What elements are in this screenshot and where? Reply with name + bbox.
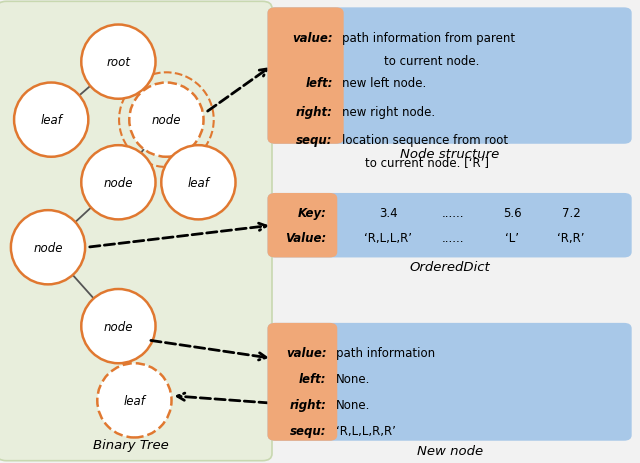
Text: node: node bbox=[152, 114, 181, 127]
Ellipse shape bbox=[129, 83, 204, 157]
Ellipse shape bbox=[97, 363, 172, 438]
Text: None.: None. bbox=[336, 372, 371, 385]
Ellipse shape bbox=[11, 211, 85, 285]
Text: sequ:: sequ: bbox=[296, 134, 333, 147]
Text: path information: path information bbox=[336, 346, 435, 359]
Ellipse shape bbox=[81, 25, 156, 100]
FancyBboxPatch shape bbox=[268, 323, 337, 441]
Text: leaf: leaf bbox=[124, 394, 145, 407]
Ellipse shape bbox=[14, 83, 88, 157]
Text: value:: value: bbox=[292, 32, 333, 45]
Text: new left node.: new left node. bbox=[342, 77, 427, 90]
Text: None.: None. bbox=[336, 398, 371, 411]
Text: ‘R,L,L,R,R’: ‘R,L,L,R,R’ bbox=[336, 425, 396, 438]
Text: ‘R,R’: ‘R,R’ bbox=[557, 232, 585, 244]
Text: 3.4: 3.4 bbox=[379, 207, 398, 220]
Text: value:: value: bbox=[286, 346, 326, 359]
FancyBboxPatch shape bbox=[268, 8, 632, 144]
FancyBboxPatch shape bbox=[268, 8, 344, 144]
Text: 5.6: 5.6 bbox=[503, 207, 522, 220]
FancyBboxPatch shape bbox=[268, 194, 337, 258]
Text: to current node.: to current node. bbox=[384, 55, 479, 68]
Text: Binary Tree: Binary Tree bbox=[93, 438, 169, 451]
Text: node: node bbox=[104, 320, 133, 333]
Text: root: root bbox=[106, 56, 131, 69]
Text: OrderedDict: OrderedDict bbox=[409, 261, 490, 274]
Text: ......: ...... bbox=[442, 232, 465, 244]
FancyBboxPatch shape bbox=[268, 194, 632, 258]
FancyBboxPatch shape bbox=[268, 323, 632, 441]
Text: left:: left: bbox=[305, 77, 333, 90]
Ellipse shape bbox=[81, 289, 156, 363]
Text: new right node.: new right node. bbox=[342, 106, 436, 119]
Text: to current node. [‘R’]: to current node. [‘R’] bbox=[365, 156, 489, 169]
Text: right:: right: bbox=[289, 398, 326, 411]
Text: 7.2: 7.2 bbox=[562, 207, 580, 220]
FancyBboxPatch shape bbox=[0, 2, 272, 461]
Text: Node structure: Node structure bbox=[400, 147, 499, 160]
Text: location sequence from root: location sequence from root bbox=[342, 134, 509, 147]
Text: ‘L’: ‘L’ bbox=[505, 232, 519, 244]
Ellipse shape bbox=[161, 146, 236, 220]
Text: node: node bbox=[104, 176, 133, 189]
Text: sequ:: sequ: bbox=[290, 425, 326, 438]
Ellipse shape bbox=[81, 146, 156, 220]
Text: New node: New node bbox=[417, 444, 483, 457]
Text: left:: left: bbox=[299, 372, 326, 385]
Text: right:: right: bbox=[296, 106, 333, 119]
Text: ......: ...... bbox=[442, 207, 465, 220]
Text: leaf: leaf bbox=[188, 176, 209, 189]
Text: path information from parent: path information from parent bbox=[342, 32, 516, 45]
Text: ‘R,L,L,R’: ‘R,L,L,R’ bbox=[365, 232, 413, 244]
Text: Value:: Value: bbox=[285, 232, 326, 244]
Text: leaf: leaf bbox=[40, 114, 62, 127]
Text: Key:: Key: bbox=[298, 207, 326, 220]
Text: node: node bbox=[33, 241, 63, 254]
